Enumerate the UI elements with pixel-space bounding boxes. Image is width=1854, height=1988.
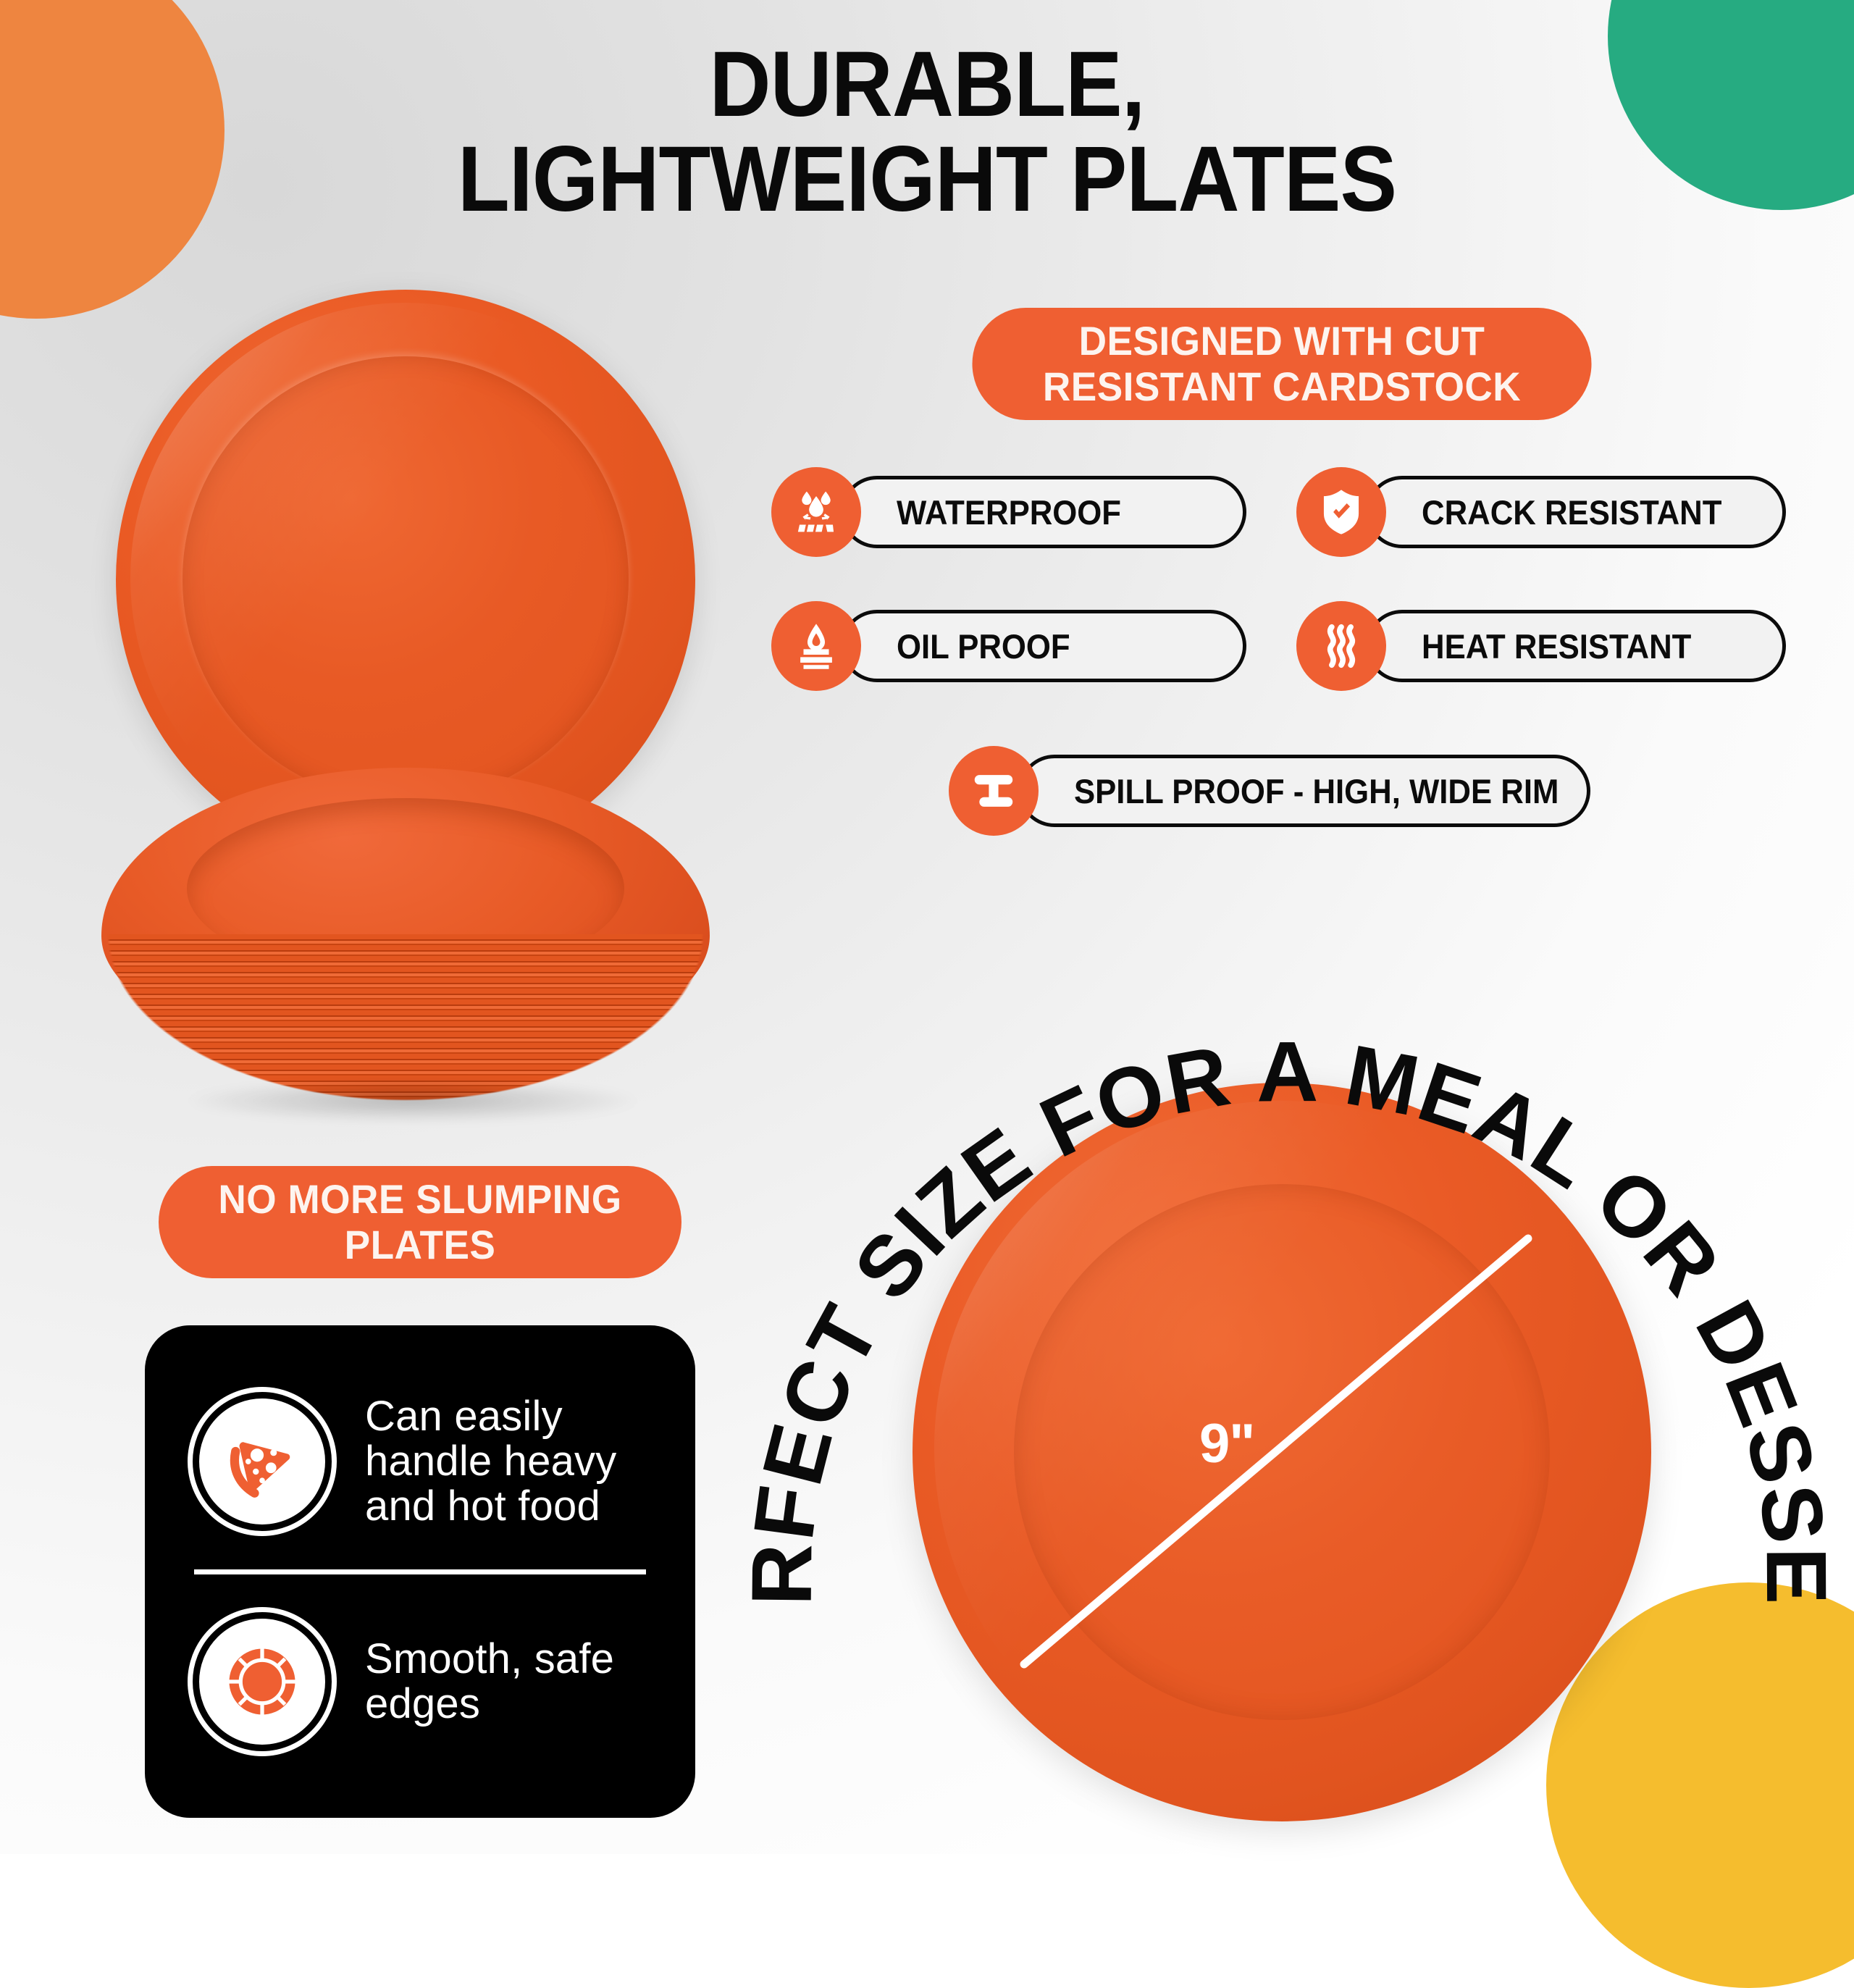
feature-label: HEAT RESISTANT xyxy=(1422,626,1692,666)
waterproof-icon xyxy=(771,467,861,557)
feature-chip-body: OIL PROOF xyxy=(841,610,1246,682)
plate-hero-image xyxy=(101,290,710,1144)
plate-stack xyxy=(101,768,710,1144)
benefits-card: Can easily handle heavy and hot food xyxy=(145,1325,695,1818)
benefit-row-hot-food: Can easily handle heavy and hot food xyxy=(183,1359,658,1565)
feature-label: OIL PROOF xyxy=(897,626,1070,666)
badge-cut-resistant-cardstock: DESIGNED WITH CUT RESISTANT CARDSTOCK xyxy=(972,308,1592,420)
feature-label: SPILL PROOF - HIGH, WIDE RIM xyxy=(1074,771,1559,810)
page-title: DURABLE, LIGHTWEIGHT PLATES xyxy=(74,33,1779,231)
feature-chip-oil-proof: OIL PROOF xyxy=(771,601,1246,691)
feature-chip-heat-resistant: HEAT RESISTANT xyxy=(1296,601,1786,691)
plate-rim-stack-icon xyxy=(949,746,1039,836)
feature-chip-body: CRACK RESISTANT xyxy=(1366,476,1786,548)
feature-chip-waterproof: WATERPROOF xyxy=(771,467,1246,557)
hero-plate-gloss xyxy=(934,1101,1629,1796)
headline-line-1: DURABLE, xyxy=(709,33,1145,136)
benefits-divider xyxy=(194,1569,646,1574)
plate-front-well xyxy=(183,356,629,802)
feature-label: CRACK RESISTANT xyxy=(1422,492,1722,532)
plate-edge-icon xyxy=(193,1611,332,1751)
feature-chip-body: SPILL PROOF - HIGH, WIDE RIM xyxy=(1018,755,1590,827)
feature-chip-body: WATERPROOF xyxy=(841,476,1246,548)
heat-waves-icon xyxy=(1296,601,1386,691)
shield-check-icon xyxy=(1296,467,1386,557)
feature-label: WATERPROOF xyxy=(897,492,1122,532)
feature-chip-crack-resistant: CRACK RESISTANT xyxy=(1296,467,1786,557)
benefit-text: Smooth, safe edges xyxy=(365,1635,615,1727)
feature-chip-spill-proof: SPILL PROOF - HIGH, WIDE RIM xyxy=(949,746,1590,836)
benefit-row-safe-edges: Smooth, safe edges xyxy=(183,1579,658,1785)
plate-stack-edges xyxy=(107,934,704,1101)
plate-size-label: 9" xyxy=(1199,1413,1255,1475)
hero-plate-section: 9" PERFECT SIZE FOR A MEAL OR DESSERT xyxy=(724,855,1854,1854)
badge-no-more-slumping-plates: NO MORE SLUMPING PLATES xyxy=(159,1166,681,1278)
benefit-text: Can easily handle heavy and hot food xyxy=(365,1393,617,1530)
headline-line-2: LIGHTWEIGHT PLATES xyxy=(457,127,1397,231)
oil-drop-icon xyxy=(771,601,861,691)
plate-stack-shadow xyxy=(188,1079,637,1123)
pizza-slice-icon xyxy=(193,1392,332,1532)
feature-chip-body: HEAT RESISTANT xyxy=(1366,610,1786,682)
